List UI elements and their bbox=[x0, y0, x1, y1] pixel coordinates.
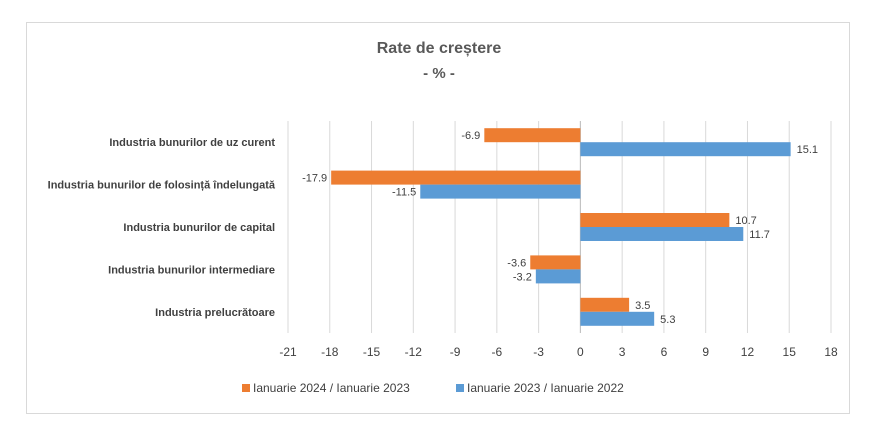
bar bbox=[580, 213, 730, 227]
x-tick-label: -6 bbox=[492, 345, 503, 359]
bar bbox=[530, 255, 581, 270]
x-tick-label: 3 bbox=[619, 345, 626, 359]
data-label: 11.7 bbox=[749, 229, 770, 241]
legend: Ianuarie 2024 / Ianuarie 2023 Ianuarie 20… bbox=[242, 381, 624, 395]
x-axis-ticks: -21 -18 -15 -12 -9 -6 -3 0 3 6 9 12 15 18 bbox=[279, 345, 838, 359]
x-tick-label: -9 bbox=[450, 345, 461, 359]
x-tick-label: 15 bbox=[783, 345, 797, 359]
bar bbox=[420, 184, 581, 199]
x-tick-label: 9 bbox=[702, 345, 709, 359]
data-label: 10.7 bbox=[735, 215, 756, 227]
data-label: 5.3 bbox=[660, 314, 675, 326]
data-label: -6.9 bbox=[461, 130, 480, 142]
bar bbox=[580, 297, 630, 312]
category-labels: Industria bunurilor de uz curent Industri… bbox=[48, 137, 276, 319]
x-tick-label: 6 bbox=[661, 345, 668, 359]
x-tick-label: 18 bbox=[824, 345, 838, 359]
category-label: Industria prelucrătoare bbox=[155, 307, 275, 319]
legend-label: Ianuarie 2023 / Ianuarie 2022 bbox=[467, 381, 624, 395]
x-tick-label: -12 bbox=[405, 345, 423, 359]
chart-subtitle: - % - bbox=[423, 65, 455, 82]
bar bbox=[484, 128, 581, 143]
data-label: -11.5 bbox=[392, 187, 416, 199]
bars bbox=[331, 128, 791, 326]
data-label: -17.9 bbox=[302, 173, 327, 185]
data-label: -3.6 bbox=[507, 257, 526, 269]
x-tick-label: 0 bbox=[577, 345, 584, 359]
chart-title: Rate de creștere bbox=[377, 40, 502, 57]
x-tick-label: 12 bbox=[741, 345, 755, 359]
legend-swatch bbox=[456, 384, 464, 392]
data-labels: -6.9 15.1 -17.9 -11.5 10.7 11.7 -3.6 -3.2 3.5 5.3 bbox=[302, 130, 818, 326]
gridlines bbox=[287, 121, 832, 333]
bar bbox=[580, 311, 655, 326]
bar bbox=[331, 170, 581, 185]
category-label: Industria bunurilor intermediare bbox=[108, 264, 275, 276]
legend-swatch bbox=[242, 384, 250, 392]
x-tick-label: -18 bbox=[321, 345, 339, 359]
data-label: 15.1 bbox=[797, 144, 818, 156]
x-tick-label: -21 bbox=[279, 345, 297, 359]
x-tick-label: -3 bbox=[533, 345, 544, 359]
category-label: Industria bunurilor de uz curent bbox=[109, 137, 275, 149]
category-label: Industria bunurilor de capital bbox=[123, 222, 275, 234]
data-label: -3.2 bbox=[513, 271, 532, 283]
data-label: 3.5 bbox=[635, 300, 650, 312]
bar bbox=[535, 269, 581, 284]
legend-label: Ianuarie 2024 / Ianuarie 2023 bbox=[253, 381, 410, 395]
bar bbox=[580, 142, 791, 157]
bar bbox=[580, 227, 744, 241]
category-label: Industria bunurilor de folosință îndelun… bbox=[48, 180, 276, 192]
chart-frame bbox=[26, 22, 850, 414]
x-tick-label: -15 bbox=[363, 345, 381, 359]
